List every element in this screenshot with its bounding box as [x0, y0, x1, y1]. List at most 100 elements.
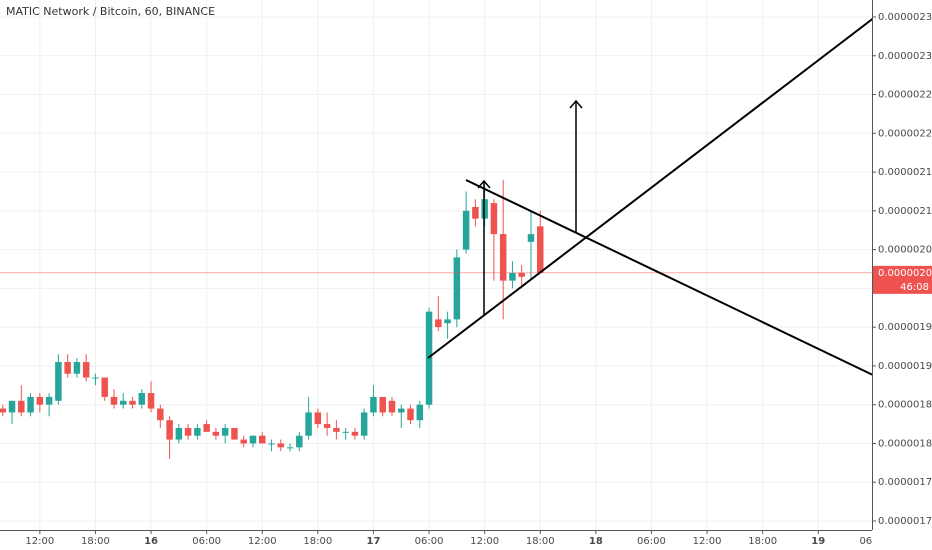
- candle-body: [268, 443, 275, 445]
- candle-body: [120, 400, 127, 405]
- x-tick-label: 06:00: [637, 536, 666, 547]
- candle-body: [416, 404, 424, 421]
- y-tick-label: 0.00000205: [878, 245, 932, 256]
- candle-body: [342, 431, 349, 433]
- candle-body: [472, 206, 479, 219]
- candle-body: [64, 362, 71, 374]
- candle-body: [286, 447, 294, 449]
- trend-line: [427, 16, 876, 359]
- candle-body: [370, 396, 377, 413]
- candle-body: [8, 400, 16, 413]
- candle-body: [509, 272, 516, 281]
- candle-body: [249, 435, 257, 444]
- x-axis: 12:00 18:00 16 06:00 12:00 18:00 17 06:00 12:00 1…: [25, 530, 888, 547]
- x-tick-label: 06:00: [859, 536, 888, 547]
- candle-body: [490, 203, 498, 235]
- x-tick-label: 06:00: [192, 536, 221, 547]
- y-tick-label: 0.00000215: [878, 167, 932, 178]
- countdown: 46:08: [900, 282, 929, 293]
- candle-body: [157, 408, 164, 421]
- candle-body: [407, 408, 414, 421]
- drawings: [427, 16, 876, 377]
- candle-body: [499, 234, 507, 281]
- candle-body: [55, 362, 62, 401]
- candle-body: [444, 319, 451, 324]
- x-tick-label: 12:00: [470, 536, 499, 547]
- current-price-label: 0.00000202: [878, 268, 932, 279]
- y-tick-label: 0.00000235: [878, 12, 932, 23]
- x-tick-label: 12:00: [248, 536, 277, 547]
- trend-line: [465, 179, 876, 377]
- candle-body: [351, 431, 359, 436]
- candle-body: [462, 210, 470, 250]
- candle-body: [166, 420, 173, 440]
- candle-body: [194, 427, 201, 436]
- candle-body: [110, 396, 118, 405]
- candle-body: [92, 377, 99, 379]
- x-tick-label: 18:00: [748, 536, 777, 547]
- arrow-head: [477, 179, 491, 189]
- current-price-box: [873, 265, 932, 294]
- candle-body: [259, 435, 266, 444]
- candle-body: [45, 396, 53, 405]
- candle-body: [296, 435, 303, 448]
- x-tick-label: 12:00: [25, 536, 54, 547]
- y-tick-label: 0.00000185: [878, 400, 932, 411]
- x-tick-label: 18:00: [81, 536, 110, 547]
- x-tick-label: 16: [144, 536, 158, 547]
- candle-body: [314, 412, 322, 425]
- candle-body: [0, 408, 7, 413]
- candle-body: [203, 424, 210, 432]
- candle-body: [221, 427, 229, 436]
- candle-body: [398, 408, 405, 413]
- candle-body: [73, 362, 81, 374]
- candle-body: [82, 362, 90, 378]
- x-tick-label: 18:00: [303, 536, 332, 547]
- x-tick-label: 18: [589, 536, 603, 547]
- candle-body: [360, 412, 368, 436]
- candle-body: [277, 443, 285, 448]
- candle-body: [231, 427, 238, 440]
- candle-body: [101, 377, 108, 397]
- candle-body: [333, 427, 340, 432]
- candle-body: [435, 319, 442, 328]
- x-tick-label: 19: [811, 536, 825, 547]
- arrow-head: [569, 99, 583, 109]
- candle-body: [138, 393, 146, 405]
- candle-body: [537, 226, 544, 273]
- candle-body: [147, 393, 155, 409]
- x-tick-label: 06:00: [415, 536, 444, 547]
- candles: [0, 179, 872, 459]
- candle-body: [18, 400, 25, 413]
- candle-body: [388, 400, 396, 413]
- candle-body: [27, 396, 34, 413]
- y-tick-label: 0.00000175: [878, 477, 932, 488]
- grid: [0, 0, 875, 530]
- candle-body: [240, 439, 247, 444]
- y-tick-label: 0.00000195: [878, 322, 932, 333]
- candle-body: [305, 412, 312, 436]
- y-tick-label: 0.00000225: [878, 90, 932, 101]
- candle-body: [129, 400, 136, 405]
- candle-body: [36, 396, 44, 405]
- chart-title: MATIC Network / Bitcoin, 60, BINANCE: [6, 5, 215, 18]
- candle-body: [453, 257, 461, 320]
- x-tick-label: 18:00: [526, 536, 555, 547]
- candle-body: [518, 272, 525, 277]
- candle-body: [379, 396, 386, 413]
- candle-body: [527, 234, 535, 242]
- axes: 12:00 18:00 16 06:00 12:00 18:00 17 06:00 12:00 1…: [25, 12, 932, 547]
- candle-body: [184, 427, 192, 436]
- candle-body: [175, 427, 183, 440]
- candle-body: [323, 424, 331, 428]
- x-tick-label: 12:00: [693, 536, 722, 547]
- x-tick-label: 17: [366, 536, 380, 547]
